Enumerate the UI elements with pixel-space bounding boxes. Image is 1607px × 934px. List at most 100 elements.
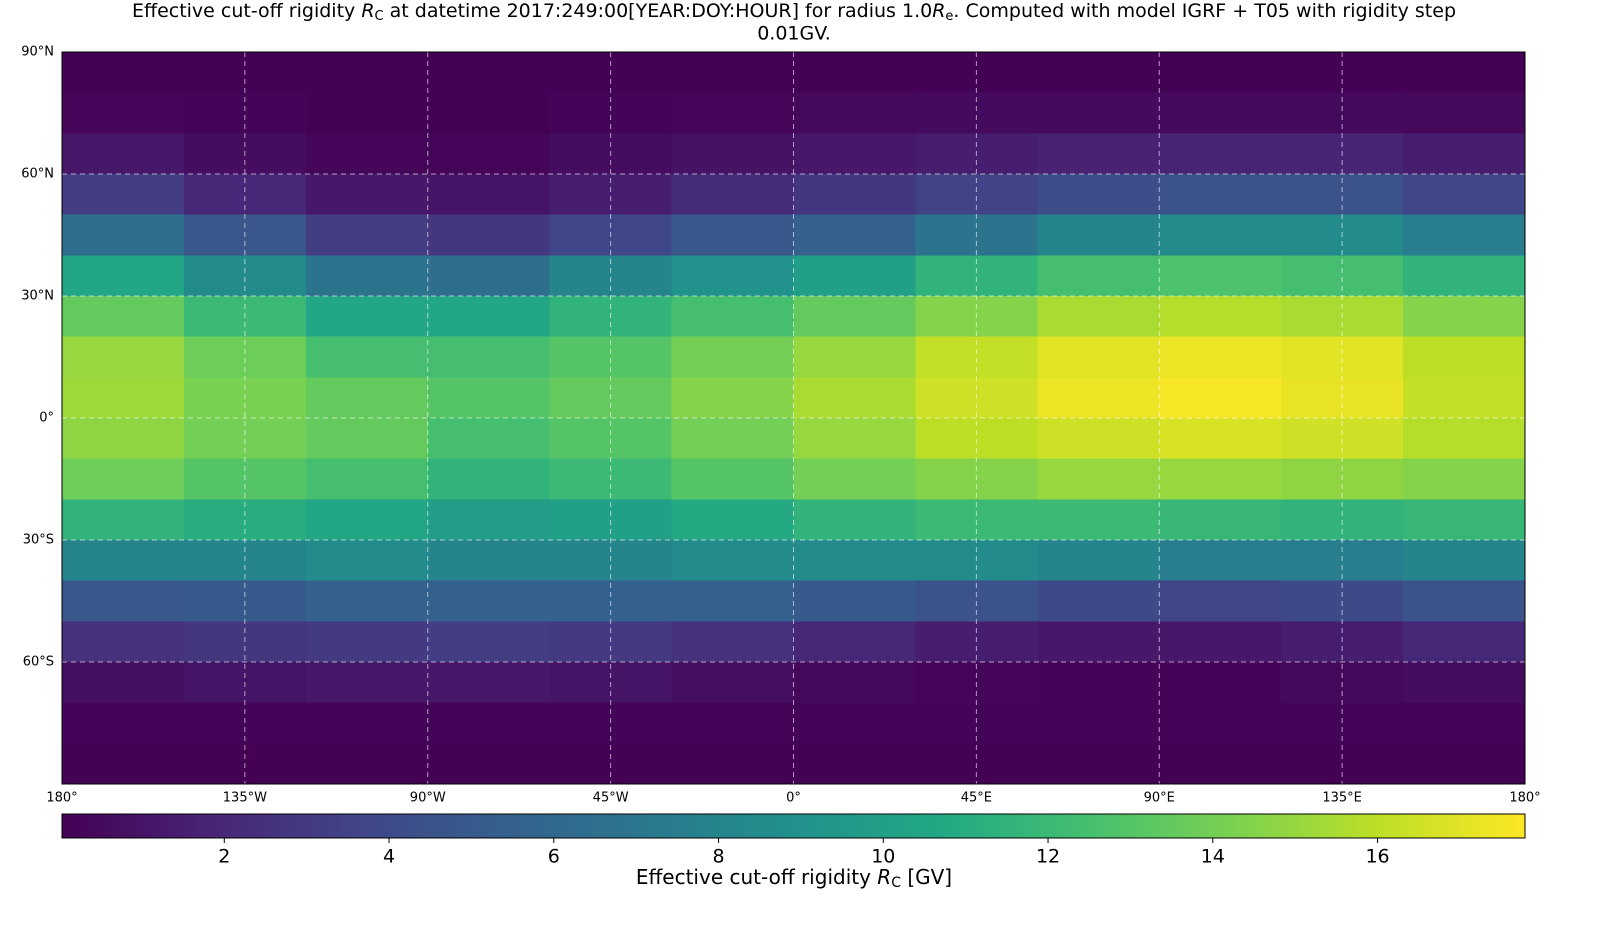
- heat-cell: [1037, 499, 1160, 541]
- heat-cell: [427, 499, 551, 541]
- heat-cell: [305, 458, 429, 500]
- label-part: [GV]: [901, 865, 952, 889]
- heat-cell: [671, 458, 794, 500]
- heat-cell: [1159, 377, 1282, 419]
- heat-cell: [1159, 621, 1282, 663]
- heat-cell: [305, 92, 429, 134]
- heat-cell: [1159, 580, 1282, 622]
- label-part: R: [877, 865, 891, 889]
- heat-cell: [1403, 255, 1526, 297]
- heat-cell: [1159, 92, 1282, 134]
- heat-cell: [793, 743, 916, 785]
- x-tick-label: 90°E: [1144, 791, 1175, 806]
- heat-cell: [793, 92, 916, 134]
- heat-cell: [1037, 621, 1160, 663]
- heat-cell: [671, 377, 794, 419]
- heat-cell: [62, 458, 185, 500]
- heat-cell: [1037, 418, 1160, 460]
- heat-cell: [671, 662, 794, 704]
- heat-cell: [1037, 296, 1160, 338]
- heat-cell: [1159, 52, 1282, 94]
- label-part: Effective cut-off rigidity: [636, 865, 877, 889]
- heat-cell: [671, 540, 794, 582]
- heat-cell: [305, 580, 429, 622]
- heat-cell: [427, 255, 551, 297]
- heat-cell: [793, 52, 916, 94]
- heat-cell: [1403, 377, 1526, 419]
- heat-cell: [62, 214, 185, 256]
- y-tick-label: 60°N: [21, 167, 54, 182]
- heat-cell: [1037, 174, 1160, 216]
- heat-cell: [427, 133, 551, 175]
- heat-cell: [793, 418, 916, 460]
- heat-cell: [671, 92, 794, 134]
- heat-cell: [62, 336, 185, 378]
- x-tick-label: 45°W: [593, 791, 629, 806]
- heat-cell: [305, 296, 429, 338]
- x-tick-label: 180°: [1509, 791, 1540, 806]
- heat-cell: [671, 580, 794, 622]
- colorbar-tick-label: 8: [712, 846, 724, 868]
- heat-cell: [305, 377, 429, 419]
- heat-cell: [427, 580, 551, 622]
- heat-cell: [1403, 621, 1526, 663]
- title-part: Effective cut-off rigidity: [132, 0, 361, 22]
- heat-cell: [793, 662, 916, 704]
- heat-cell: [1159, 174, 1282, 216]
- heat-cell: [62, 621, 185, 663]
- heat-cell: [62, 662, 185, 704]
- x-tick-label: 135°E: [1322, 791, 1362, 806]
- heat-cell: [1403, 174, 1526, 216]
- colorbar-tick-label: 14: [1201, 846, 1225, 868]
- heat-cell: [62, 743, 185, 785]
- label-part: C: [891, 875, 901, 891]
- heat-cell: [1403, 336, 1526, 378]
- heat-cell: [305, 662, 429, 704]
- heat-cell: [305, 174, 429, 216]
- heat-cell: [1037, 458, 1160, 500]
- x-tick-label: 135°W: [223, 791, 267, 806]
- heat-cell: [671, 214, 794, 256]
- heat-cell: [427, 418, 551, 460]
- heat-cell: [793, 458, 916, 500]
- title-part: R: [932, 0, 945, 22]
- heat-cell: [1403, 92, 1526, 134]
- heat-cell: [62, 580, 185, 622]
- y-tick-label: 90°N: [21, 45, 54, 60]
- heat-cell: [1403, 662, 1526, 704]
- colorbar-tick-label: 6: [548, 846, 560, 868]
- y-tick-label: 30°N: [21, 289, 54, 304]
- heat-cell: [1159, 499, 1282, 541]
- heat-cell: [671, 133, 794, 175]
- chart-title-line2: 0.01GV.: [757, 23, 831, 45]
- colorbar-tick-label: 12: [1036, 846, 1060, 868]
- heat-cell: [1037, 662, 1160, 704]
- x-tick-label: 45°E: [961, 791, 992, 806]
- heat-cell: [671, 52, 794, 94]
- heat-cell: [305, 255, 429, 297]
- heat-cell: [305, 621, 429, 663]
- heat-cell: [1403, 540, 1526, 582]
- heat-cell: [1037, 92, 1160, 134]
- title-part: e: [945, 9, 953, 24]
- x-tick-label: 0°: [786, 791, 801, 806]
- heat-cell: [1037, 214, 1160, 256]
- heat-cell: [305, 133, 429, 175]
- heat-cell: [62, 52, 185, 94]
- heat-cell: [793, 377, 916, 419]
- heat-cell: [793, 133, 916, 175]
- heat-cell: [1159, 540, 1282, 582]
- x-tick-label: 90°W: [410, 791, 446, 806]
- y-tick-label: 0°: [39, 411, 54, 426]
- heat-cell: [793, 540, 916, 582]
- heat-cell: [1403, 52, 1526, 94]
- heat-cell: [1159, 418, 1282, 460]
- heat-cell: [1403, 499, 1526, 541]
- heat-cell: [305, 702, 429, 744]
- heat-cell: [793, 255, 916, 297]
- heat-cell: [62, 377, 185, 419]
- heat-cell: [62, 499, 185, 541]
- x-tick-label: 180°: [46, 791, 77, 806]
- heat-cell: [427, 458, 551, 500]
- heat-cell: [427, 377, 551, 419]
